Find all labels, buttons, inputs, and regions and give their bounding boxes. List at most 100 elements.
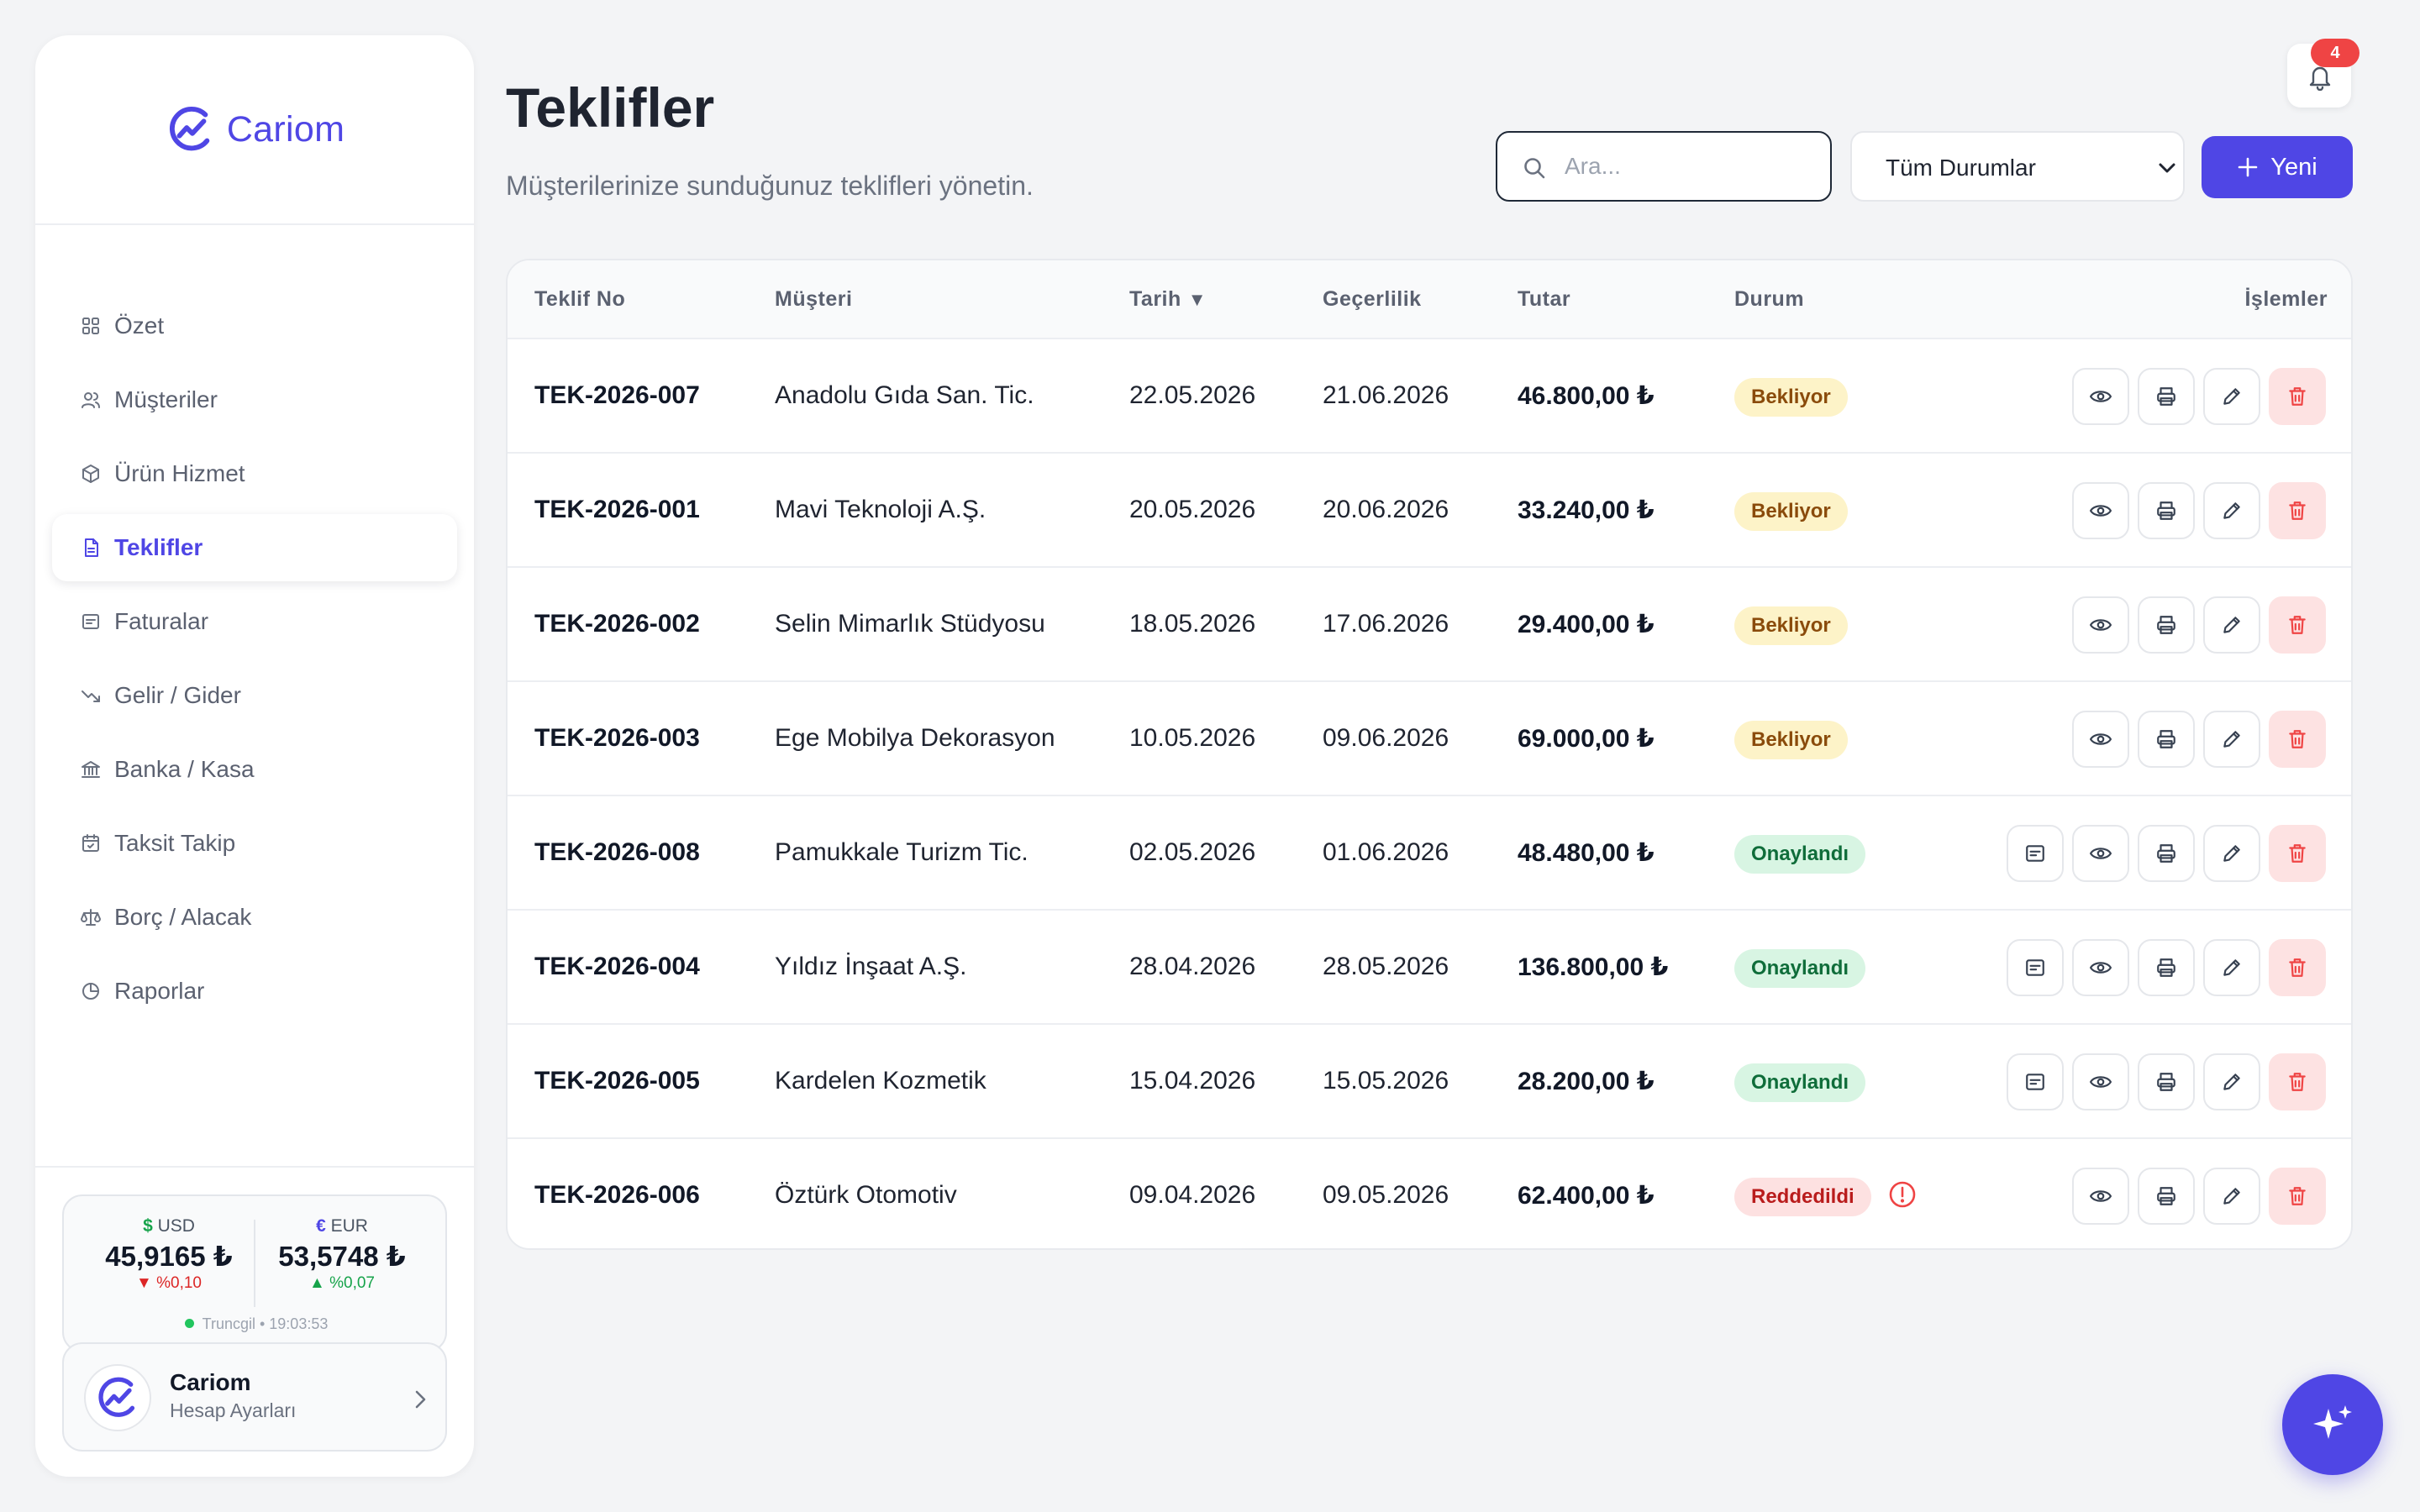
table-row[interactable]: TEK-2026-004 Yıldız İnşaat A.Ş. 28.04.2026… — [508, 911, 2351, 1025]
table-row[interactable]: TEK-2026-006 Öztürk Otomotiv 09.04.2026 09.… — [508, 1139, 2351, 1248]
printer-icon — [2157, 958, 2175, 977]
print-button[interactable] — [2138, 711, 2195, 768]
print-button[interactable] — [2138, 482, 2195, 539]
delete-button[interactable] — [2269, 482, 2326, 539]
printer-icon — [2157, 1187, 2175, 1205]
print-button[interactable] — [2138, 1053, 2195, 1110]
printer-icon — [2157, 730, 2175, 748]
column-header-customer[interactable]: Müşteri — [775, 287, 853, 311]
convert-to-invoice-button[interactable] — [2007, 825, 2064, 882]
trash-icon — [2289, 1187, 2306, 1205]
edit-button[interactable] — [2203, 596, 2260, 654]
convert-to-invoice-button[interactable] — [2007, 1053, 2064, 1110]
validity-date: 21.06.2026 — [1323, 381, 1449, 409]
table-row[interactable]: TEK-2026-001 Mavi Teknoloji A.Ş. 20.05.202… — [508, 454, 2351, 568]
offer-number[interactable]: TEK-2026-008 — [534, 838, 700, 866]
status-badge: Bekliyor — [1734, 721, 1848, 759]
alert-circle-icon[interactable] — [1887, 1179, 1918, 1210]
convert-to-invoice-button[interactable] — [2007, 939, 2064, 996]
offer-number[interactable]: TEK-2026-003 — [534, 724, 700, 752]
account-settings-button[interactable]: Cariom Hesap Ayarları — [62, 1342, 447, 1452]
view-button[interactable] — [2072, 1053, 2129, 1110]
notification-count-badge: 4 — [2311, 39, 2360, 67]
offer-number[interactable]: TEK-2026-006 — [534, 1181, 700, 1209]
print-button[interactable] — [2138, 825, 2195, 882]
print-button[interactable] — [2138, 596, 2195, 654]
sidebar-item-borç-alacak[interactable]: Borç / Alacak — [52, 884, 457, 951]
column-header-status[interactable]: Durum — [1734, 287, 1805, 311]
ai-assistant-button[interactable] — [2282, 1374, 2383, 1475]
delete-button[interactable] — [2269, 711, 2326, 768]
column-header-no[interactable]: Teklif No — [534, 287, 626, 311]
status-badge: Onaylandı — [1734, 1063, 1866, 1102]
table-row[interactable]: TEK-2026-005 Kardelen Kozmetik 15.04.2026 1… — [508, 1025, 2351, 1139]
sidebar-item-faturalar[interactable]: Faturalar — [52, 588, 457, 655]
status-badge: Bekliyor — [1734, 492, 1848, 531]
invoice-icon — [82, 614, 99, 629]
offer-number[interactable]: TEK-2026-002 — [534, 610, 700, 638]
sidebar-item-gelir-gider[interactable]: Gelir / Gider — [52, 662, 457, 729]
sidebar-item-özet[interactable]: Özet — [52, 292, 457, 360]
table-row[interactable]: TEK-2026-002 Selin Mimarlık Stüdyosu 18.05… — [508, 568, 2351, 682]
delete-button[interactable] — [2269, 1053, 2326, 1110]
dollar-icon: $ — [143, 1216, 153, 1236]
view-button[interactable] — [2072, 939, 2129, 996]
edit-button[interactable] — [2203, 825, 2260, 882]
sidebar-item-raporlar[interactable]: Raporlar — [52, 958, 457, 1025]
offer-date: 09.04.2026 — [1129, 1181, 1256, 1209]
sidebar-item-taksit-takip[interactable]: Taksit Takip — [52, 810, 457, 877]
column-header-date-label: Tarih — [1129, 287, 1181, 311]
delete-button[interactable] — [2269, 939, 2326, 996]
validity-date: 01.06.2026 — [1323, 838, 1449, 866]
table-row[interactable]: TEK-2026-008 Pamukkale Turizm Tic. 02.05.2… — [508, 796, 2351, 911]
delete-button[interactable] — [2269, 596, 2326, 654]
sidebar-item-ürün-hizmet[interactable]: Ürün Hizmet — [52, 440, 457, 507]
sidebar-item-banka-kasa[interactable]: Banka / Kasa — [52, 736, 457, 803]
edit-button[interactable] — [2203, 482, 2260, 539]
edit-button[interactable] — [2203, 711, 2260, 768]
delete-button[interactable] — [2269, 1168, 2326, 1225]
status-filter-select[interactable]: Tüm Durumlar — [1850, 131, 2185, 202]
offer-date: 22.05.2026 — [1129, 381, 1256, 409]
offer-amount: 46.800,00 ₺ — [1518, 382, 1655, 410]
sidebar-item-teklifler[interactable]: Teklifler — [52, 514, 457, 581]
offer-number[interactable]: TEK-2026-001 — [534, 496, 700, 523]
column-header-validity[interactable]: Geçerlilik — [1323, 287, 1422, 311]
view-button[interactable] — [2072, 368, 2129, 425]
print-button[interactable] — [2138, 939, 2195, 996]
edit-button[interactable] — [2203, 1053, 2260, 1110]
delete-button[interactable] — [2269, 368, 2326, 425]
edit-button[interactable] — [2203, 368, 2260, 425]
view-button[interactable] — [2072, 711, 2129, 768]
delete-button[interactable] — [2269, 825, 2326, 882]
offer-number[interactable]: TEK-2026-005 — [534, 1067, 700, 1095]
account-name: Cariom — [170, 1369, 251, 1395]
edit-button[interactable] — [2203, 939, 2260, 996]
offer-number[interactable]: TEK-2026-007 — [534, 381, 700, 409]
offer-number[interactable]: TEK-2026-004 — [534, 953, 700, 980]
view-button[interactable] — [2072, 596, 2129, 654]
customer-name: Ege Mobilya Dekorasyon — [775, 724, 1055, 752]
table-row[interactable]: TEK-2026-007 Anadolu Gıda San. Tic. 22.05.… — [508, 339, 2351, 454]
sidebar-item-label: Borç / Alacak — [114, 904, 252, 930]
view-button[interactable] — [2072, 482, 2129, 539]
column-header-amount[interactable]: Tutar — [1518, 287, 1571, 311]
print-button[interactable] — [2138, 368, 2195, 425]
currency-source-text: Truncgil • 19:03:53 — [202, 1315, 329, 1332]
validity-date: 17.06.2026 — [1323, 610, 1449, 638]
status-badge: Reddedildi — [1734, 1178, 1871, 1216]
print-button[interactable] — [2138, 1168, 2195, 1225]
search-box[interactable] — [1496, 131, 1832, 202]
trend-down-icon — [82, 690, 100, 702]
pencil-icon — [2223, 731, 2240, 748]
table-row[interactable]: TEK-2026-003 Ege Mobilya Dekorasyon 10.05.… — [508, 682, 2351, 796]
new-offer-button[interactable]: Yeni — [2202, 136, 2353, 198]
sidebar-item-müşteriler[interactable]: Müşteriler — [52, 366, 457, 433]
brand-logo[interactable]: Cariom — [35, 35, 474, 225]
view-button[interactable] — [2072, 825, 2129, 882]
search-input[interactable] — [1565, 146, 1817, 186]
view-button[interactable] — [2072, 1168, 2129, 1225]
edit-button[interactable] — [2203, 1168, 2260, 1225]
sidebar: Cariom Özet Müşteriler Ürün Hizmet Teklifle… — [35, 35, 474, 1477]
column-header-date[interactable]: Tarih ▼ — [1129, 287, 1207, 312]
